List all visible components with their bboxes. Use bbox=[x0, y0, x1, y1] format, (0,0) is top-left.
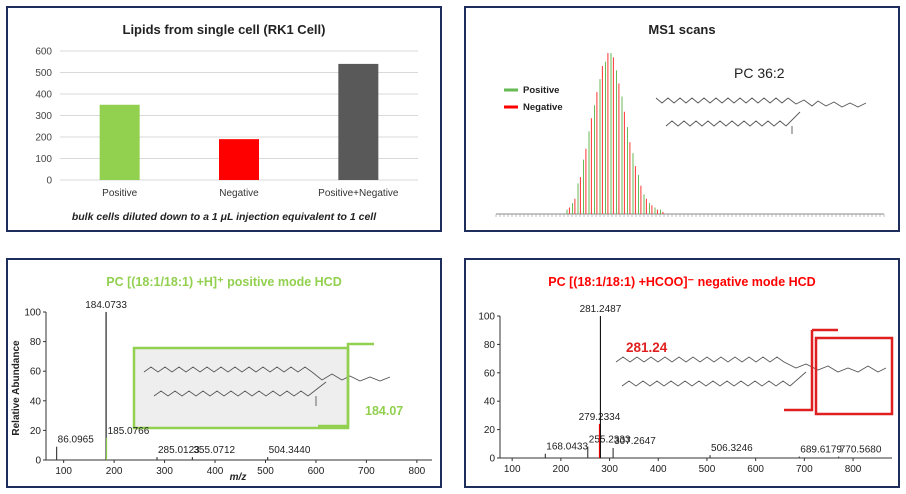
x-tick-label: 200 bbox=[106, 466, 123, 477]
bar bbox=[338, 63, 379, 180]
highlight-fragment: 281.24 bbox=[626, 340, 668, 355]
x-tick-label: 600 bbox=[308, 466, 325, 477]
y-tick-label: 100 bbox=[478, 312, 495, 323]
x-tick-label: 800 bbox=[845, 464, 862, 475]
x-tick-label: 200 bbox=[553, 464, 570, 475]
y-tick-label: 200 bbox=[35, 133, 52, 144]
peak-label: 184.0733 bbox=[85, 300, 127, 311]
headgroup-box bbox=[814, 336, 894, 416]
x-tick-label: 100 bbox=[55, 466, 72, 477]
chart-title: MS1 scans bbox=[648, 22, 715, 37]
x-tick-label: 500 bbox=[699, 464, 716, 475]
compound-label: PC 36:2 bbox=[734, 65, 785, 81]
negative-hcd-panel: PC [(18:1/18:1) +HCOO]⁻ negative mode HC… bbox=[464, 258, 900, 488]
chart-note: bulk cells diluted down to a 1 μL inject… bbox=[72, 211, 377, 223]
chart-title: PC [(18:1/18:1) +HCOO]⁻ negative mode HC… bbox=[548, 275, 815, 289]
peak-label: 307.2647 bbox=[614, 436, 656, 447]
y-tick-label: 20 bbox=[30, 426, 42, 437]
peak-label: 279.2334 bbox=[579, 412, 621, 423]
x-tick-label: 400 bbox=[207, 466, 224, 477]
peak-label: 168.0433 bbox=[546, 442, 588, 453]
legend-label-negative: Negative bbox=[523, 102, 563, 113]
peak-label: 689.6179 bbox=[800, 445, 842, 456]
bar bbox=[219, 139, 259, 180]
x-tick-label: 500 bbox=[257, 466, 274, 477]
ms1-chart: MS1 scans Positive Negative PC 36:2 bbox=[495, 22, 885, 217]
bracket-bottom bbox=[318, 348, 350, 428]
peak-label: 255.2333 bbox=[589, 435, 631, 446]
y-tick-label: 400 bbox=[35, 90, 52, 101]
positive-hcd-panel: PC [(18:1/18:1) +H]⁺ positive mode HCD R… bbox=[6, 258, 442, 488]
x-tick-label: 700 bbox=[358, 466, 375, 477]
x-tick-label: 700 bbox=[796, 464, 813, 475]
legend-label-positive: Positive bbox=[523, 85, 559, 96]
y-tick-label: 100 bbox=[24, 308, 41, 319]
x-tick-label: 400 bbox=[650, 464, 667, 475]
y-tick-label: 20 bbox=[484, 425, 496, 436]
y-tick-label: 80 bbox=[30, 337, 42, 348]
peak-label: 770.5680 bbox=[840, 445, 882, 456]
chart-title: Lipids from single cell (RK1 Cell) bbox=[123, 22, 326, 37]
y-tick-label: 0 bbox=[46, 176, 52, 187]
peak-label: 185.0766 bbox=[108, 426, 150, 437]
x-tick-label: 300 bbox=[156, 466, 173, 477]
x-tick-label: Negative bbox=[219, 188, 259, 199]
y-tick-label: 80 bbox=[484, 340, 496, 351]
peak-label: 506.3246 bbox=[711, 443, 753, 454]
y-tick-label: 300 bbox=[35, 111, 52, 122]
peak-label: 281.2487 bbox=[580, 304, 622, 315]
peak-label: 355.0712 bbox=[193, 445, 235, 456]
y-tick-label: 600 bbox=[35, 47, 52, 58]
highlight-fragment: 184.07 bbox=[365, 404, 403, 418]
ms1-panel: MS1 scans Positive Negative PC 36:2 bbox=[464, 6, 900, 232]
peak-label: 86.0965 bbox=[58, 435, 95, 446]
x-tick-label: Positive bbox=[102, 188, 137, 199]
positive-hcd-spectrum: PC [(18:1/18:1) +H]⁺ positive mode HCD R… bbox=[11, 275, 432, 483]
x-tick-label: 100 bbox=[504, 464, 521, 475]
peak-label: 504.3440 bbox=[269, 445, 311, 456]
bracket-top bbox=[346, 342, 374, 348]
pc-structure-drawing bbox=[615, 356, 887, 387]
x-axis-label: m/z bbox=[230, 472, 247, 483]
y-tick-label: 40 bbox=[484, 397, 496, 408]
y-tick-label: 60 bbox=[30, 367, 42, 378]
y-tick-label: 0 bbox=[489, 454, 495, 465]
lipid-count-panel: Lipids from single cell (RK1 Cell) bulk … bbox=[6, 6, 442, 232]
pc-structure-box bbox=[132, 346, 391, 430]
x-tick-label: 300 bbox=[601, 464, 618, 475]
x-tick-label: 800 bbox=[409, 466, 426, 477]
y-tick-label: 40 bbox=[30, 396, 42, 407]
x-tick-label: 600 bbox=[747, 464, 764, 475]
y-tick-label: 60 bbox=[484, 368, 496, 379]
pc-structure-drawing bbox=[655, 97, 867, 134]
x-tick-label: Positive+Negative bbox=[318, 188, 399, 199]
y-tick-label: 0 bbox=[35, 456, 41, 467]
y-tick-label: 100 bbox=[35, 154, 52, 165]
chart-title: PC [(18:1/18:1) +H]⁺ positive mode HCD bbox=[106, 275, 341, 289]
y-axis-label: Relative Abundance bbox=[11, 340, 22, 436]
peak-label: 285.0123 bbox=[158, 445, 200, 456]
bar bbox=[99, 104, 140, 180]
negative-hcd-spectrum: PC [(18:1/18:1) +HCOO]⁻ negative mode HC… bbox=[478, 275, 894, 475]
y-tick-label: 500 bbox=[35, 68, 52, 79]
bracket-bottom bbox=[784, 330, 814, 412]
lipid-count-chart: Lipids from single cell (RK1 Cell) bulk … bbox=[35, 22, 418, 223]
